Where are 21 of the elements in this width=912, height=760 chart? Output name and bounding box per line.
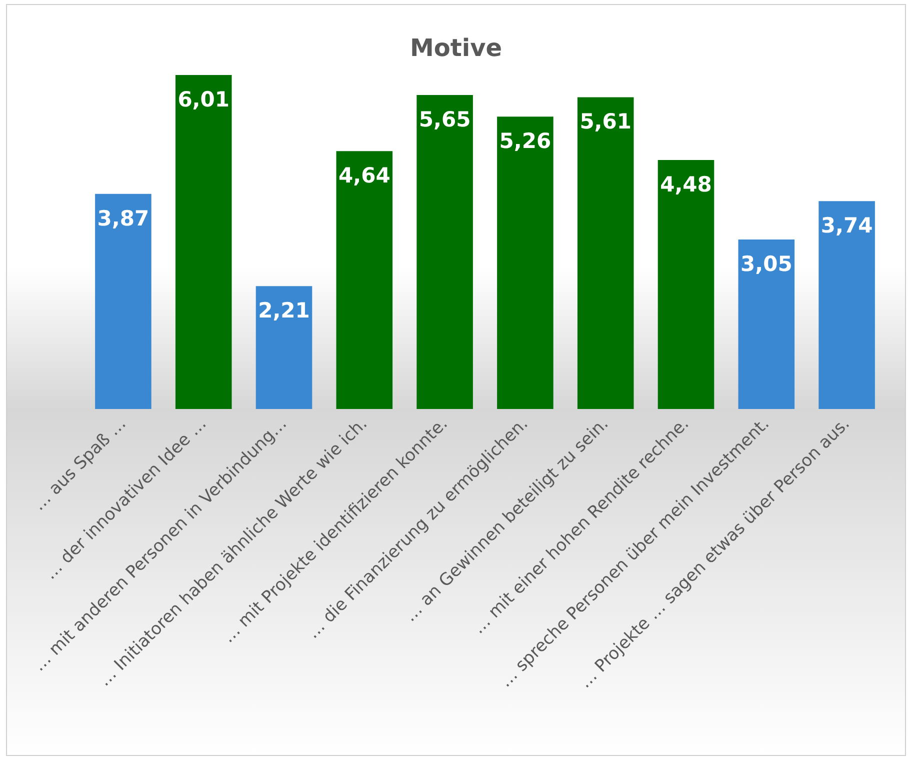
data-label: 5,65	[418, 108, 471, 132]
bar	[577, 97, 634, 409]
data-label: 3,05	[740, 252, 792, 276]
bar	[95, 194, 152, 409]
data-label: 5,26	[499, 129, 552, 154]
data-label: 4,64	[338, 164, 390, 188]
data-label: 3,74	[820, 214, 873, 238]
data-label: 4,48	[660, 172, 712, 197]
data-label: 5,61	[580, 110, 632, 134]
bar	[497, 116, 554, 409]
data-label: 3,87	[97, 206, 150, 230]
bar	[658, 160, 714, 409]
bar	[416, 95, 473, 409]
bar	[256, 286, 312, 409]
bar	[336, 151, 393, 409]
bar	[738, 240, 795, 409]
data-label: 6,01	[178, 88, 230, 112]
bar	[818, 201, 875, 409]
bar	[175, 75, 232, 409]
chart-title: Motive	[410, 34, 502, 62]
data-label: 2,21	[258, 298, 310, 323]
